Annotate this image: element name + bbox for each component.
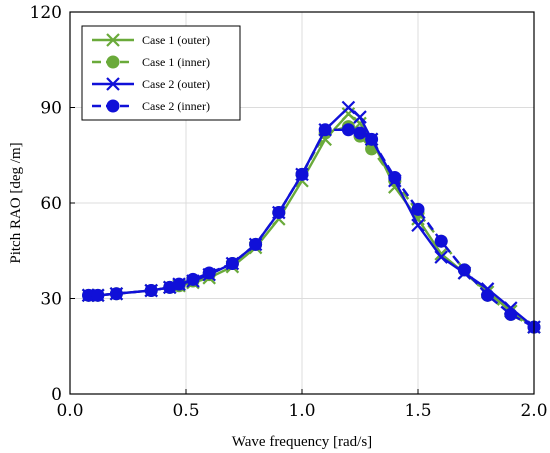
y-tick-label: 90: [40, 99, 62, 119]
x-tick-label: 1.0: [288, 401, 315, 421]
data-point: [295, 167, 309, 181]
legend-label-case1-outer: Case 1 (outer): [142, 33, 210, 47]
data-point: [434, 250, 448, 264]
data-point: [481, 288, 495, 302]
x-tick-label: 0.5: [172, 401, 199, 421]
axis-ticks: 0.0 0.5 1.0 1.5 2.0 0 30 60 90 120: [30, 3, 548, 421]
data-point: [186, 272, 200, 286]
series-1: [81, 107, 541, 334]
x-tick-label: 1.5: [404, 401, 431, 421]
data-point: [341, 123, 355, 137]
data-point: [504, 307, 518, 321]
data-point: [109, 287, 123, 301]
data-point: [388, 171, 402, 185]
data-point: [457, 263, 471, 277]
data-point: [353, 126, 367, 140]
series-4: [82, 123, 541, 334]
x-axis-label: Wave frequency [rad/s]: [232, 434, 372, 450]
y-tick-label: 120: [30, 3, 62, 23]
legend-label-case2-outer: Case 2 (outer): [142, 77, 210, 91]
data-point: [202, 266, 216, 280]
data-point: [225, 256, 239, 270]
data-point: [172, 277, 186, 291]
data-point: [411, 202, 425, 216]
data-point: [353, 116, 367, 131]
data-point: [318, 123, 332, 137]
data-point: [365, 132, 379, 146]
x-tick-label: 2.0: [520, 401, 547, 421]
y-tick-label: 30: [40, 290, 62, 310]
data-point: [434, 234, 448, 248]
data-point: [144, 284, 158, 298]
legend-marker-swatch: [106, 33, 120, 47]
data-point: [272, 206, 286, 220]
data-point: [82, 288, 96, 302]
data-point: [249, 237, 263, 251]
y-axis-label: Pitch RAO [deg /m]: [8, 142, 24, 263]
x-tick-label: 0.0: [56, 401, 83, 421]
y-tick-label: 60: [40, 194, 62, 214]
legend-label-case2-inner: Case 2 (inner): [142, 99, 210, 113]
data-point: [411, 218, 425, 233]
data-point: [353, 110, 367, 124]
data-point: [341, 100, 356, 115]
data-point: [91, 288, 105, 302]
y-tick-label: 0: [51, 385, 62, 405]
legend-marker-swatch: [106, 99, 120, 113]
legend-marker-swatch: [106, 77, 120, 91]
legend-label-case1-inner: Case 1 (inner): [142, 55, 210, 69]
series-2: [82, 120, 541, 334]
legend: Case 1 (outer) Case 1 (inner) Case 2 (ou…: [81, 25, 241, 121]
series-plot-area: [81, 100, 541, 334]
legend-marker-swatch: [106, 55, 120, 69]
